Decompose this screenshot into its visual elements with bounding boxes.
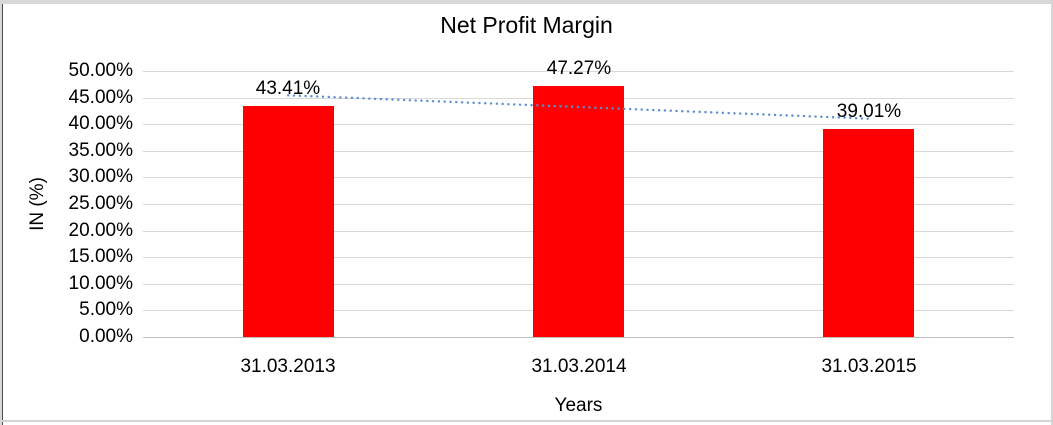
y-tick-label: 5.00% — [79, 299, 133, 320]
frame-border-top — [0, 0, 1053, 4]
gridline — [143, 71, 1014, 72]
data-label: 47.27% — [546, 58, 612, 79]
y-tick-label: 25.00% — [68, 193, 133, 214]
y-tick-label: 45.00% — [68, 87, 133, 108]
data-label: 43.41% — [255, 78, 321, 99]
bar-31.03.2013 — [243, 106, 334, 337]
x-tick-label: 31.03.2015 — [821, 356, 917, 377]
x-axis-line — [143, 337, 1014, 338]
x-tick-label: 31.03.2013 — [240, 356, 336, 377]
y-tick-label: 0.00% — [79, 326, 133, 347]
chart-title: Net Profit Margin — [440, 12, 613, 38]
bar-31.03.2014 — [533, 86, 624, 337]
data-label: 39.01% — [836, 101, 902, 122]
y-tick-label: 30.00% — [68, 166, 133, 187]
y-tick-label: 35.00% — [68, 140, 133, 161]
frame-border-left — [0, 0, 2, 425]
frame-border-right — [1051, 0, 1053, 425]
frame-border-left-dark — [2, 4, 3, 425]
y-tick-label: 40.00% — [68, 113, 133, 134]
y-tick-label: 10.00% — [68, 273, 133, 294]
y-tick-label: 15.00% — [68, 246, 133, 267]
y-tick-label: 20.00% — [68, 220, 133, 241]
y-tick-label: 50.00% — [68, 60, 133, 81]
bar-31.03.2015 — [823, 129, 914, 337]
x-axis-title: Years — [554, 395, 603, 416]
x-tick-label: 31.03.2014 — [531, 356, 627, 377]
frame-border-bottom — [0, 420, 1053, 422]
